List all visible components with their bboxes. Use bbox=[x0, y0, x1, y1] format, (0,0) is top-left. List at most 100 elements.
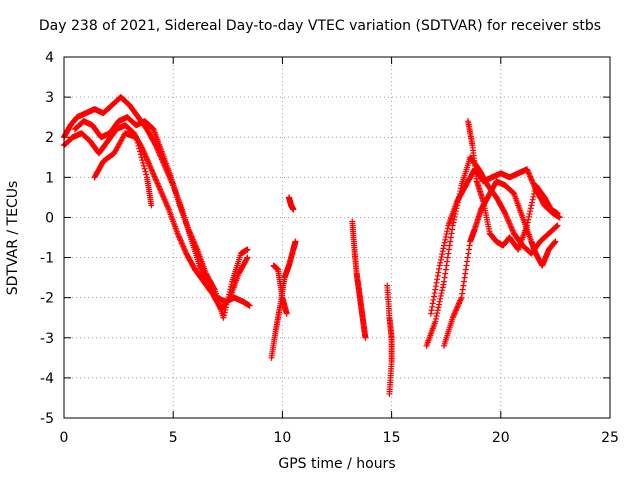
plot-frame bbox=[63, 56, 611, 419]
data-point bbox=[133, 134, 140, 141]
data-point bbox=[446, 246, 453, 253]
data-point bbox=[442, 270, 449, 277]
data-point bbox=[530, 190, 537, 197]
data-point bbox=[462, 266, 469, 273]
data-point bbox=[459, 286, 466, 293]
data-point bbox=[436, 262, 443, 269]
data-point bbox=[458, 294, 465, 301]
y-tick-label: 0 bbox=[45, 210, 54, 226]
data-point bbox=[246, 302, 253, 309]
data-point bbox=[459, 290, 466, 297]
data-point bbox=[466, 242, 473, 249]
data-point bbox=[290, 206, 297, 213]
y-tick-label: 2 bbox=[45, 130, 54, 146]
data-point bbox=[292, 238, 299, 245]
data-point bbox=[148, 202, 155, 209]
series-arc3 bbox=[71, 114, 251, 321]
data-point bbox=[143, 171, 150, 178]
data-points bbox=[61, 94, 563, 397]
data-point bbox=[211, 285, 218, 292]
chart-title: Day 238 of 2021, Sidereal Day-to-day VTE… bbox=[38, 18, 602, 34]
data-point bbox=[554, 210, 561, 217]
data-point bbox=[362, 334, 369, 341]
data-point bbox=[449, 226, 456, 233]
data-point bbox=[524, 222, 531, 229]
data-point bbox=[443, 231, 450, 238]
data-point bbox=[556, 214, 563, 221]
x-tick-label: 15 bbox=[383, 430, 401, 446]
y-tick-label: -5 bbox=[40, 411, 54, 427]
data-point bbox=[435, 269, 442, 276]
data-point bbox=[441, 274, 448, 281]
x-tick-label: 25 bbox=[601, 430, 619, 446]
y-tick-label: 1 bbox=[45, 170, 54, 186]
data-point bbox=[431, 293, 438, 300]
x-tick-label: 20 bbox=[492, 430, 510, 446]
series-arc6 bbox=[270, 262, 290, 317]
y-tick-label: 3 bbox=[45, 90, 54, 106]
data-point bbox=[439, 287, 446, 294]
data-point bbox=[444, 258, 451, 265]
data-point bbox=[434, 310, 441, 317]
data-point bbox=[444, 228, 451, 235]
data-point bbox=[434, 276, 441, 283]
data-point bbox=[529, 199, 535, 206]
data-point bbox=[142, 168, 149, 175]
data-point bbox=[434, 272, 441, 279]
data-point bbox=[139, 157, 146, 164]
data-point bbox=[437, 259, 444, 266]
data-point bbox=[438, 253, 445, 260]
data-point bbox=[440, 281, 447, 288]
data-point bbox=[524, 219, 531, 226]
y-tick-label: -3 bbox=[40, 331, 54, 347]
data-point bbox=[528, 202, 535, 209]
data-point bbox=[442, 236, 449, 243]
data-point bbox=[444, 254, 451, 261]
data-point bbox=[435, 304, 442, 311]
data-point bbox=[434, 307, 441, 314]
data-point bbox=[140, 160, 147, 167]
data-point bbox=[447, 238, 454, 245]
data-point bbox=[442, 266, 449, 273]
data-point bbox=[283, 310, 290, 317]
data-point bbox=[432, 286, 439, 293]
grid-lines bbox=[64, 57, 610, 418]
data-point bbox=[244, 246, 251, 253]
data-point bbox=[432, 315, 439, 322]
data-point bbox=[439, 284, 446, 291]
data-point bbox=[433, 279, 440, 286]
data-point bbox=[527, 208, 534, 215]
data-point bbox=[525, 216, 532, 223]
series-arc8 bbox=[349, 218, 369, 341]
series-arc7 bbox=[285, 194, 297, 213]
axis-ticks: 0 5 10 15 20 25 -5 -4 -3 -2 -1 0 1 2 3 4 bbox=[40, 50, 619, 446]
data-point bbox=[428, 307, 435, 314]
data-point bbox=[134, 139, 141, 146]
data-point bbox=[460, 278, 467, 285]
data-point bbox=[552, 238, 559, 245]
data-point bbox=[464, 258, 471, 265]
data-point bbox=[439, 251, 446, 258]
data-point bbox=[133, 137, 140, 144]
series-arc9 bbox=[384, 282, 395, 397]
y-tick-label: 4 bbox=[45, 50, 54, 66]
data-point bbox=[439, 248, 446, 255]
data-point bbox=[463, 262, 470, 269]
data-point bbox=[433, 313, 440, 320]
data-point bbox=[460, 282, 467, 289]
data-point bbox=[440, 245, 447, 252]
data-point bbox=[446, 242, 453, 249]
data-point bbox=[525, 213, 532, 220]
data-point bbox=[462, 270, 469, 277]
data-point bbox=[441, 278, 448, 285]
data-point bbox=[140, 162, 147, 169]
data-point bbox=[527, 205, 534, 212]
data-point bbox=[465, 250, 472, 257]
data-point bbox=[243, 255, 250, 262]
series-arc4 bbox=[91, 130, 155, 209]
series-arc12 bbox=[441, 178, 559, 349]
x-axis-label: GPS time / hours bbox=[278, 456, 396, 472]
data-point bbox=[432, 318, 439, 325]
data-point bbox=[432, 283, 439, 290]
data-point bbox=[442, 233, 449, 240]
